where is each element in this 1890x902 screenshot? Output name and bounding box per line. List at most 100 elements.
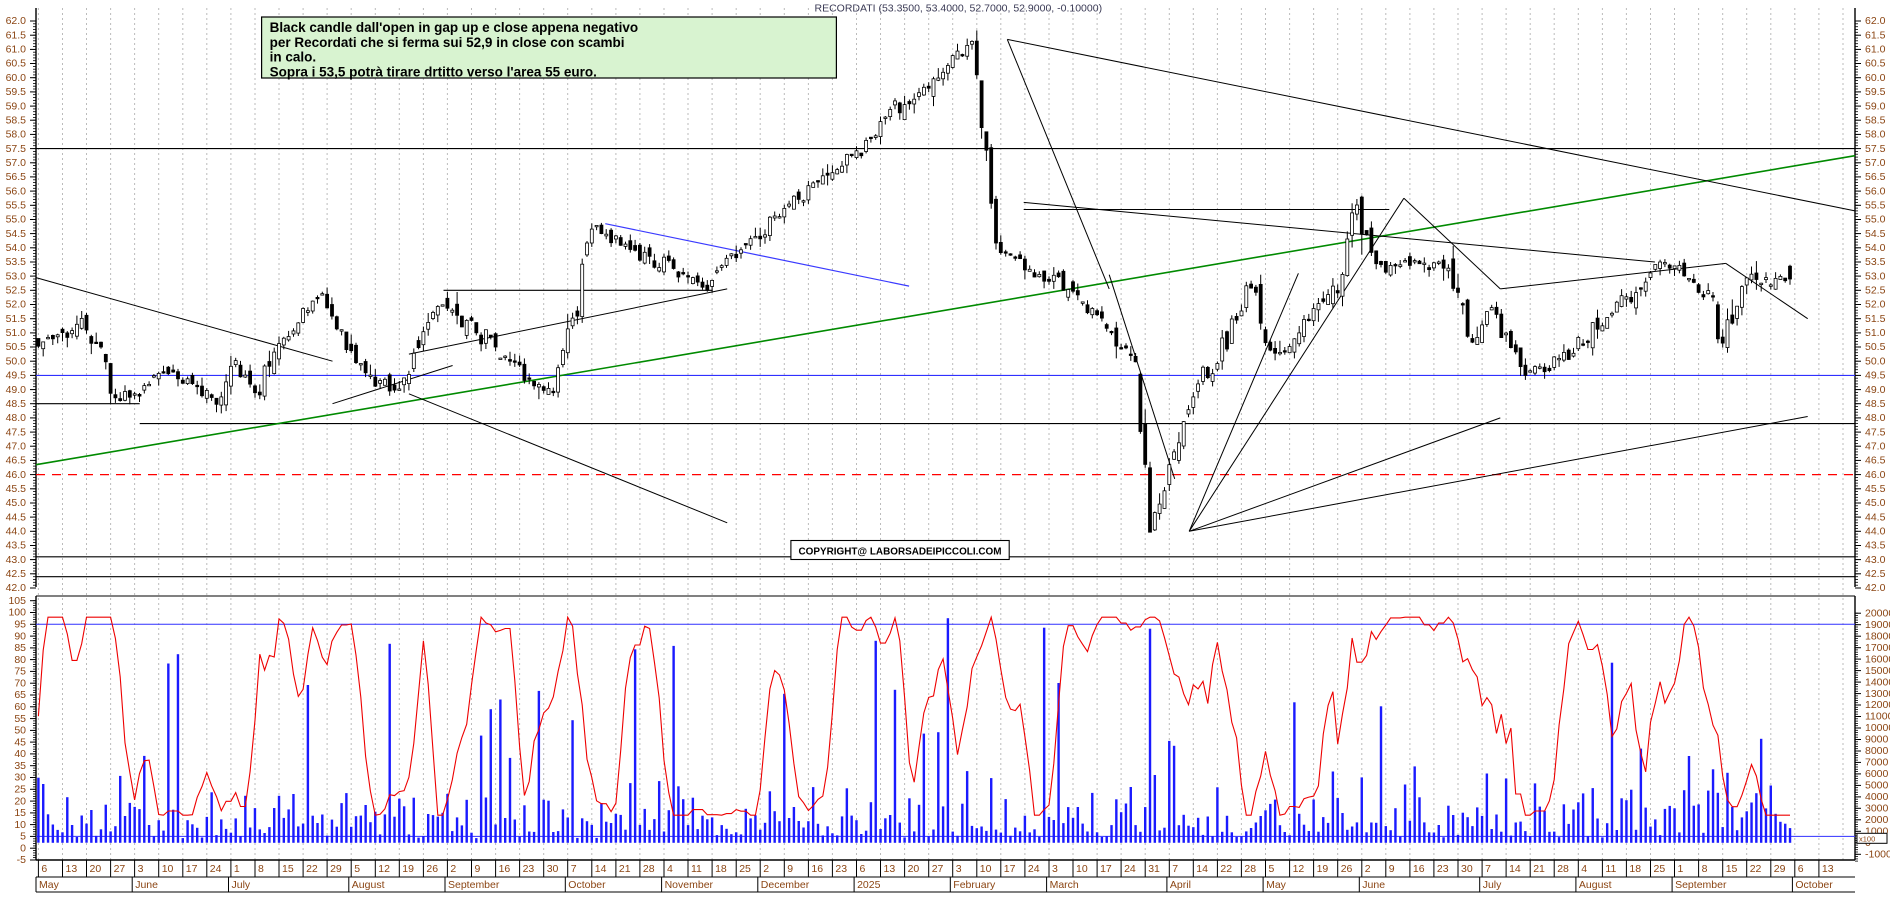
svg-text:52.0: 52.0 (1865, 299, 1886, 311)
svg-text:4: 4 (667, 863, 673, 875)
svg-text:44.0: 44.0 (1865, 526, 1886, 538)
svg-text:21: 21 (1533, 863, 1545, 875)
svg-text:61.5: 61.5 (6, 29, 27, 41)
svg-text:14: 14 (595, 863, 607, 875)
svg-text:52.5: 52.5 (6, 285, 27, 297)
svg-text:55: 55 (14, 713, 26, 725)
svg-text:75: 75 (14, 666, 26, 678)
svg-text:45.0: 45.0 (6, 497, 27, 509)
svg-text:43.0: 43.0 (6, 554, 27, 566)
svg-text:10: 10 (980, 863, 992, 875)
svg-text:70: 70 (14, 677, 26, 689)
svg-text:58.0: 58.0 (1865, 129, 1886, 141)
svg-text:45.0: 45.0 (1865, 497, 1886, 509)
svg-text:11: 11 (691, 863, 702, 875)
svg-text:2025: 2025 (857, 879, 881, 891)
svg-text:30: 30 (14, 772, 26, 784)
svg-text:3: 3 (956, 863, 962, 875)
svg-text:2: 2 (763, 863, 769, 875)
svg-text:51.5: 51.5 (6, 313, 27, 325)
svg-text:June: June (1362, 879, 1385, 891)
svg-text:20000: 20000 (1865, 607, 1890, 619)
svg-text:18: 18 (715, 863, 727, 875)
svg-text:59.5: 59.5 (6, 86, 27, 98)
svg-text:22: 22 (306, 863, 318, 875)
svg-text:6: 6 (860, 863, 866, 875)
svg-text:24: 24 (210, 863, 222, 875)
svg-text:-5: -5 (17, 854, 26, 866)
svg-text:105: 105 (8, 595, 26, 607)
svg-text:50.5: 50.5 (6, 341, 27, 353)
svg-text:11000: 11000 (1865, 711, 1890, 723)
svg-text:0: 0 (20, 842, 26, 854)
svg-text:59.0: 59.0 (1865, 100, 1886, 112)
svg-text:48.0: 48.0 (1865, 412, 1886, 424)
svg-text:5: 5 (354, 863, 360, 875)
svg-text:53.5: 53.5 (6, 256, 27, 268)
svg-text:29: 29 (330, 863, 342, 875)
svg-text:50: 50 (14, 725, 26, 737)
svg-text:4000: 4000 (1865, 791, 1889, 803)
svg-text:2: 2 (450, 863, 456, 875)
svg-text:22: 22 (1750, 863, 1762, 875)
svg-text:11: 11 (1605, 863, 1616, 875)
svg-text:100: 100 (8, 607, 26, 619)
svg-text:13: 13 (1822, 863, 1834, 875)
svg-text:54.0: 54.0 (6, 242, 27, 254)
svg-text:35: 35 (14, 760, 26, 772)
svg-text:43.0: 43.0 (1865, 554, 1886, 566)
svg-text:55.0: 55.0 (1865, 214, 1886, 226)
svg-text:23: 23 (835, 863, 847, 875)
svg-text:15: 15 (14, 807, 26, 819)
svg-text:48.5: 48.5 (1865, 398, 1886, 410)
svg-text:August: August (352, 879, 385, 891)
svg-text:26: 26 (426, 863, 438, 875)
svg-text:2000: 2000 (1865, 814, 1889, 826)
svg-text:28: 28 (1244, 863, 1256, 875)
svg-text:17000: 17000 (1865, 642, 1890, 654)
svg-text:60: 60 (14, 701, 26, 713)
svg-text:44.5: 44.5 (1865, 511, 1886, 523)
svg-text:46.0: 46.0 (1865, 469, 1886, 481)
svg-text:55.0: 55.0 (6, 214, 27, 226)
svg-text:15: 15 (1726, 863, 1738, 875)
svg-text:62.0: 62.0 (1865, 15, 1886, 27)
svg-text:in calo.: in calo. (270, 50, 317, 65)
svg-text:45.5: 45.5 (6, 483, 27, 495)
svg-text:57.0: 57.0 (1865, 157, 1886, 169)
svg-text:59.0: 59.0 (6, 100, 27, 112)
svg-text:25: 25 (14, 784, 26, 796)
svg-text:20: 20 (908, 863, 920, 875)
svg-text:February: February (953, 879, 996, 891)
svg-text:10: 10 (14, 819, 26, 831)
svg-text:61.0: 61.0 (6, 44, 27, 56)
svg-text:14: 14 (1196, 863, 1208, 875)
svg-text:15000: 15000 (1865, 665, 1890, 677)
svg-text:17: 17 (186, 863, 198, 875)
svg-text:March: March (1050, 879, 1079, 891)
svg-text:October: October (1795, 879, 1833, 891)
svg-text:8000: 8000 (1865, 745, 1889, 757)
svg-text:5000: 5000 (1865, 780, 1889, 792)
svg-text:60.0: 60.0 (1865, 72, 1886, 84)
svg-text:43.5: 43.5 (1865, 540, 1886, 552)
svg-text:23: 23 (1437, 863, 1449, 875)
svg-text:42.5: 42.5 (1865, 568, 1886, 580)
svg-text:26: 26 (1341, 863, 1353, 875)
svg-text:49.5: 49.5 (6, 370, 27, 382)
svg-text:50.0: 50.0 (6, 355, 27, 367)
svg-text:24: 24 (1028, 863, 1040, 875)
svg-text:58.0: 58.0 (6, 129, 27, 141)
svg-text:1: 1 (1678, 863, 1684, 875)
svg-text:49.0: 49.0 (6, 384, 27, 396)
svg-text:42.5: 42.5 (6, 568, 27, 580)
svg-text:July: July (232, 879, 251, 891)
svg-text:85: 85 (14, 642, 26, 654)
svg-text:47.5: 47.5 (1865, 426, 1886, 438)
svg-text:18000: 18000 (1865, 630, 1890, 642)
svg-text:18: 18 (1629, 863, 1641, 875)
svg-text:May: May (1266, 879, 1287, 891)
svg-text:October: October (568, 879, 606, 891)
svg-text:4: 4 (1581, 863, 1587, 875)
svg-text:19000: 19000 (1865, 619, 1890, 631)
